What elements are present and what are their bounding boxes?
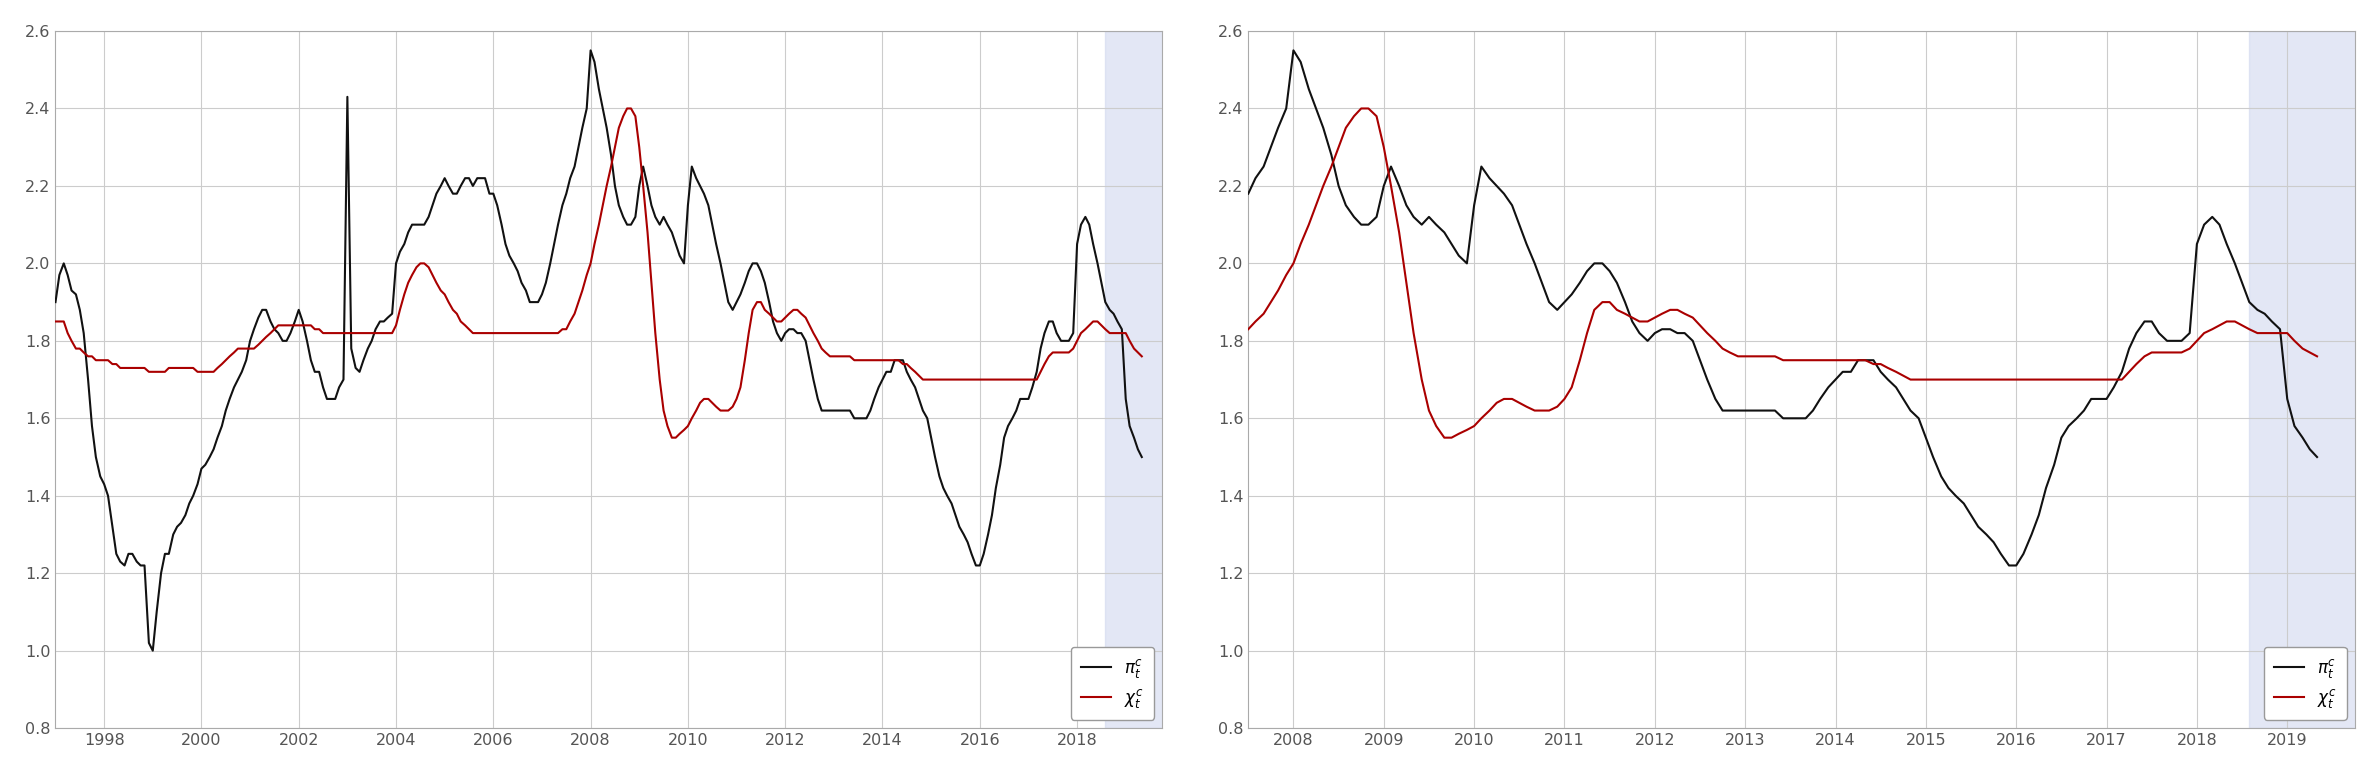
Legend: $\pi_t^c$, $\chi_t^c$: $\pi_t^c$, $\chi_t^c$ <box>1071 647 1154 720</box>
$\chi_t^c$ <box>1233 325 1261 334</box>
$\chi_t^c$ <box>1128 352 1157 361</box>
$\pi_t^c$ <box>576 46 605 55</box>
$\chi_t^c$ <box>126 363 155 373</box>
Bar <box>2249 31 2380 728</box>
$\pi_t^c$ <box>126 561 155 570</box>
$\pi_t^c$ <box>1994 561 2023 570</box>
$\chi_t^c$ <box>1271 271 1299 280</box>
$\chi_t^c$ <box>40 317 69 326</box>
Line: $\chi_t^c$: $\chi_t^c$ <box>1247 108 2318 438</box>
$\chi_t^c$ <box>1723 352 1752 361</box>
Bar <box>1104 31 1188 728</box>
$\chi_t^c$ <box>98 359 126 369</box>
$\chi_t^c$ <box>1323 142 1352 152</box>
$\pi_t^c$ <box>750 278 778 288</box>
$\chi_t^c$ <box>697 398 726 407</box>
$\pi_t^c$ <box>438 189 466 199</box>
Line: $\chi_t^c$: $\chi_t^c$ <box>55 108 1142 438</box>
$\chi_t^c$ <box>1611 309 1640 318</box>
$\chi_t^c$ <box>1347 104 1376 113</box>
$\pi_t^c$ <box>1602 278 1630 288</box>
$\pi_t^c$ <box>1716 406 1745 415</box>
$\pi_t^c$ <box>1271 104 1299 113</box>
$\pi_t^c$ <box>40 298 69 307</box>
$\chi_t^c$ <box>612 104 640 113</box>
$\chi_t^c$ <box>1528 406 1557 415</box>
$\chi_t^c$ <box>1430 433 1459 442</box>
$\chi_t^c$ <box>657 433 685 442</box>
$\chi_t^c$ <box>178 363 207 373</box>
$\pi_t^c$ <box>1678 336 1706 346</box>
Line: $\pi_t^c$: $\pi_t^c$ <box>55 50 1142 651</box>
$\pi_t^c$ <box>98 522 126 531</box>
$\pi_t^c$ <box>183 479 212 489</box>
Line: $\pi_t^c$: $\pi_t^c$ <box>1247 50 2318 566</box>
$\pi_t^c$ <box>1278 46 1307 55</box>
$\pi_t^c$ <box>1233 189 1261 199</box>
$\pi_t^c$ <box>1330 201 1359 210</box>
$\chi_t^c$ <box>433 298 462 307</box>
$\pi_t^c$ <box>2304 452 2332 461</box>
$\chi_t^c$ <box>750 305 778 315</box>
$\chi_t^c$ <box>2304 352 2332 361</box>
$\pi_t^c$ <box>1521 259 1549 268</box>
$\chi_t^c$ <box>1685 321 1714 330</box>
$\pi_t^c$ <box>697 220 726 230</box>
$\pi_t^c$ <box>138 646 167 656</box>
Legend: $\pi_t^c$, $\chi_t^c$: $\pi_t^c$, $\chi_t^c$ <box>2263 647 2347 720</box>
$\pi_t^c$ <box>1128 452 1157 461</box>
